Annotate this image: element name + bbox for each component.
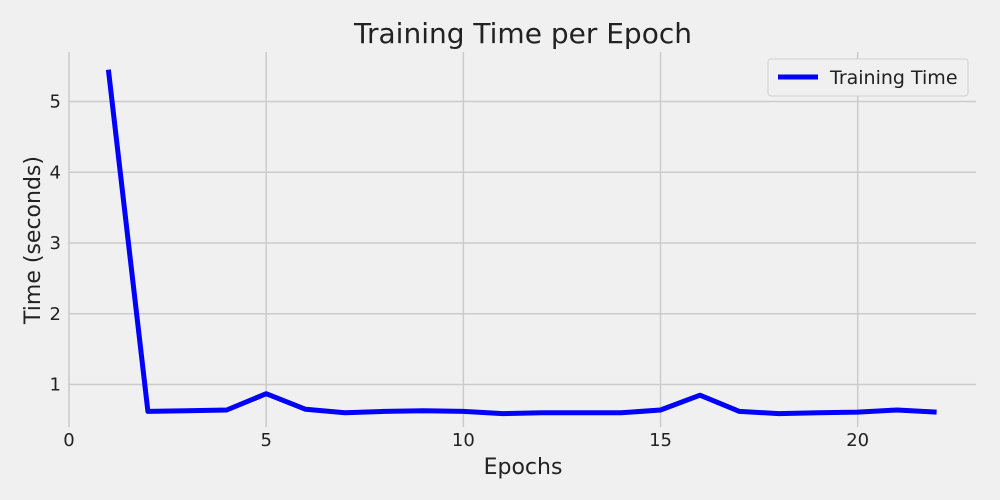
x-tick-label: 10 [452, 430, 475, 451]
y-tick-label: 4 [50, 162, 61, 183]
x-tick-label: 0 [63, 430, 74, 451]
legend-box [767, 58, 969, 97]
x-tick-label: 20 [846, 430, 869, 451]
y-axis-label: Time (seconds) [21, 156, 46, 325]
y-tick-label: 2 [50, 304, 61, 325]
x-tick-label: 5 [260, 430, 271, 451]
legend-label: Training Time [829, 67, 958, 89]
tick-labels: 0 5 10 15 20 1 2 3 4 5 [50, 92, 870, 451]
series-line-training-time [105, 69, 937, 417]
y-tick-label: 5 [50, 92, 61, 113]
y-tick-label: 1 [50, 375, 61, 396]
y-tick-label: 3 [50, 233, 61, 254]
chart-title: Training Time per Epoch [353, 17, 692, 50]
x-axis-label: Epochs [484, 455, 563, 480]
series-layer [105, 69, 937, 417]
grid [68, 52, 976, 427]
x-tick-label: 15 [649, 430, 672, 451]
legend: Training Time [767, 58, 969, 97]
